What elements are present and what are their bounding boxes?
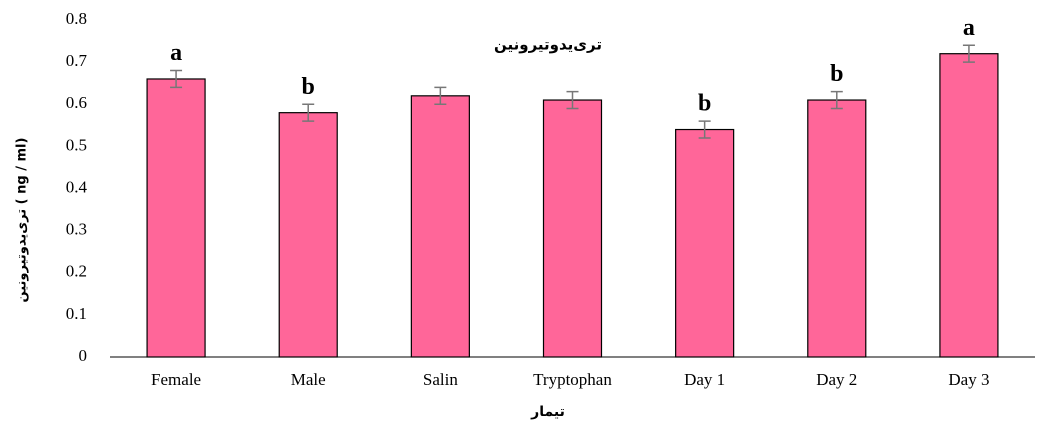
y-tick-label: 0.4 (66, 177, 88, 196)
y-tick-label: 0.1 (66, 304, 87, 323)
bar (939, 53, 999, 358)
error-bar (962, 44, 975, 63)
significance-letter: b (830, 61, 843, 87)
error-bar (170, 69, 183, 89)
significance-letter: b (698, 91, 711, 117)
y-tick-label: 0.7 (66, 51, 88, 70)
significance-letter: a (170, 40, 182, 66)
x-tick-label: Day 1 (684, 370, 725, 389)
error-bar (566, 90, 579, 110)
error-bar (434, 86, 447, 105)
bar (807, 99, 867, 358)
error-bar (698, 120, 711, 139)
y-tick-label: 0 (79, 346, 88, 365)
y-tick-label: 0.6 (66, 93, 87, 112)
significance-letter: b (302, 74, 315, 100)
x-tick-label: Day 2 (816, 370, 857, 389)
bar (278, 112, 338, 358)
x-tick-label: Day 3 (948, 370, 989, 389)
bar (675, 128, 735, 358)
error-bar (302, 103, 315, 122)
y-tick-label: 0.5 (66, 135, 87, 154)
bar (410, 95, 470, 358)
bar (542, 99, 603, 358)
error-bar (830, 90, 843, 110)
x-axis-label: تیمار (530, 404, 565, 420)
x-tick-label: Male (291, 370, 326, 389)
y-axis-label: تری‌یدوتیرونین ( ng / ml) (15, 138, 30, 303)
x-tick-label: Salin (423, 370, 458, 389)
y-tick-label: 0.8 (66, 9, 87, 28)
bar (146, 78, 206, 358)
x-tick-label: Tryptophan (533, 370, 612, 389)
x-tick-label: Female (151, 370, 201, 389)
significance-letter: a (963, 15, 975, 41)
y-tick-label: 0.3 (66, 220, 87, 239)
chart-title: تری‌یدوتیرونین (494, 36, 602, 54)
y-tick-label: 0.2 (66, 262, 87, 281)
